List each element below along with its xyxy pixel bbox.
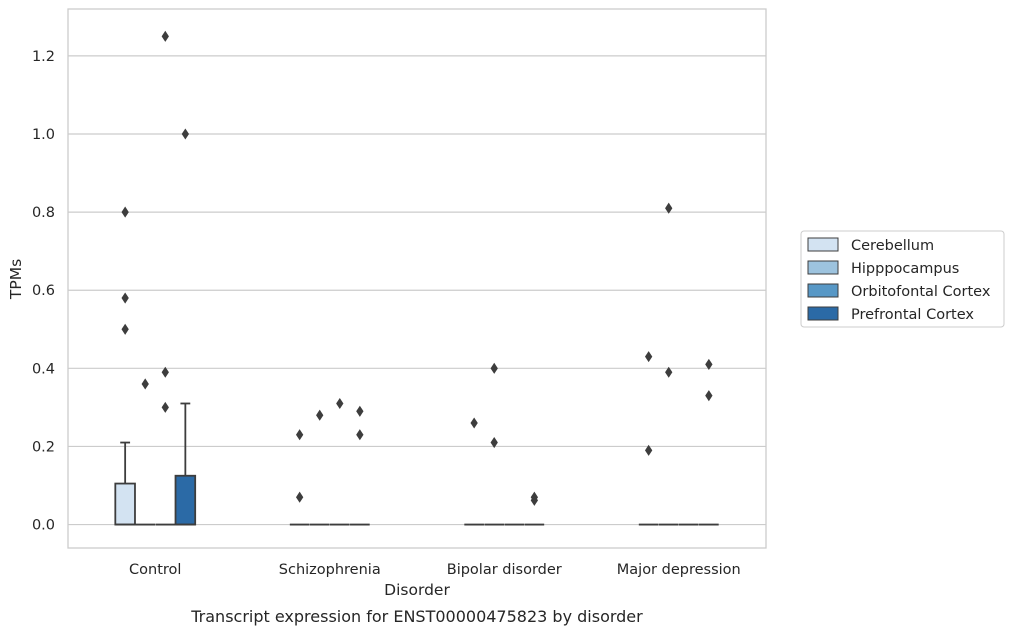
outlier-point [470, 417, 478, 429]
plot-area [68, 9, 766, 548]
outlier-point [490, 436, 498, 449]
y-tick-label: 1.2 [32, 49, 55, 65]
outlier-point [161, 401, 169, 413]
outlier-point [705, 358, 713, 370]
outlier-point [181, 128, 190, 140]
y-tick-label: 1.0 [32, 127, 55, 143]
y-tick-label: 0.8 [32, 205, 55, 221]
outlier-point [356, 405, 364, 417]
outlier-point [141, 378, 149, 390]
outlier-point [665, 202, 673, 214]
x-tick-label: Control [129, 562, 181, 578]
y-tick-labels: 0.0 0.2 0.4 0.6 0.8 1.0 1.2 [32, 49, 55, 534]
legend-label: Hipppocampus [851, 261, 959, 277]
legend-label: Orbitofontal Cortex [851, 284, 991, 300]
y-tick-label: 0.0 [32, 518, 55, 534]
box [114, 482, 136, 526]
legend-swatch [807, 306, 839, 321]
x-tick-label: Major depression [617, 562, 741, 578]
outlier-point [121, 206, 129, 218]
x-tick-label: Schizophrenia [279, 562, 381, 578]
y-tick-label: 0.4 [32, 361, 55, 377]
legend-swatch [807, 260, 839, 275]
x-axis-title: Disorder [384, 581, 450, 599]
outlier-point [295, 491, 304, 503]
outlier-point [644, 444, 653, 456]
legend-swatch [807, 237, 839, 252]
outlier-point [356, 429, 364, 441]
outlier-point [644, 351, 653, 363]
outlier-point [336, 397, 344, 410]
legend-swatch [807, 283, 839, 298]
box [174, 474, 197, 526]
outlier-point [295, 429, 304, 441]
outlier-point [316, 409, 324, 421]
outliers [121, 30, 713, 506]
outlier-point [121, 292, 129, 304]
outlier-point [530, 491, 539, 503]
x-tick-label: Bipolar disorder [447, 562, 562, 578]
boxes [114, 402, 719, 526]
y-tick-label: 0.6 [32, 283, 55, 299]
y-axis-title: TPMs [7, 259, 25, 300]
outlier-point [161, 30, 169, 42]
plot-frame [67, 8, 767, 549]
outlier-point [161, 366, 169, 378]
outlier-point [665, 366, 673, 378]
outlier-point [121, 323, 129, 335]
legend: Cerebellum Hipppocampus Orbitofontal Corte… [800, 230, 1005, 328]
y-tick-label: 0.2 [32, 439, 55, 455]
legend-label: Prefrontal Cortex [851, 307, 974, 323]
box-prefrontal-cortex [174, 402, 197, 526]
legend-label: Cerebellum [851, 238, 934, 254]
outlier-point [490, 362, 498, 374]
legend-frame [800, 230, 1005, 328]
outlier-point [705, 390, 713, 402]
chart-caption: Transcript expression for ENST0000047582… [190, 607, 643, 626]
x-tick-labels: Control Schizophrenia Bipolar disorder Majo… [129, 562, 741, 578]
box-cerebellum [114, 441, 136, 526]
